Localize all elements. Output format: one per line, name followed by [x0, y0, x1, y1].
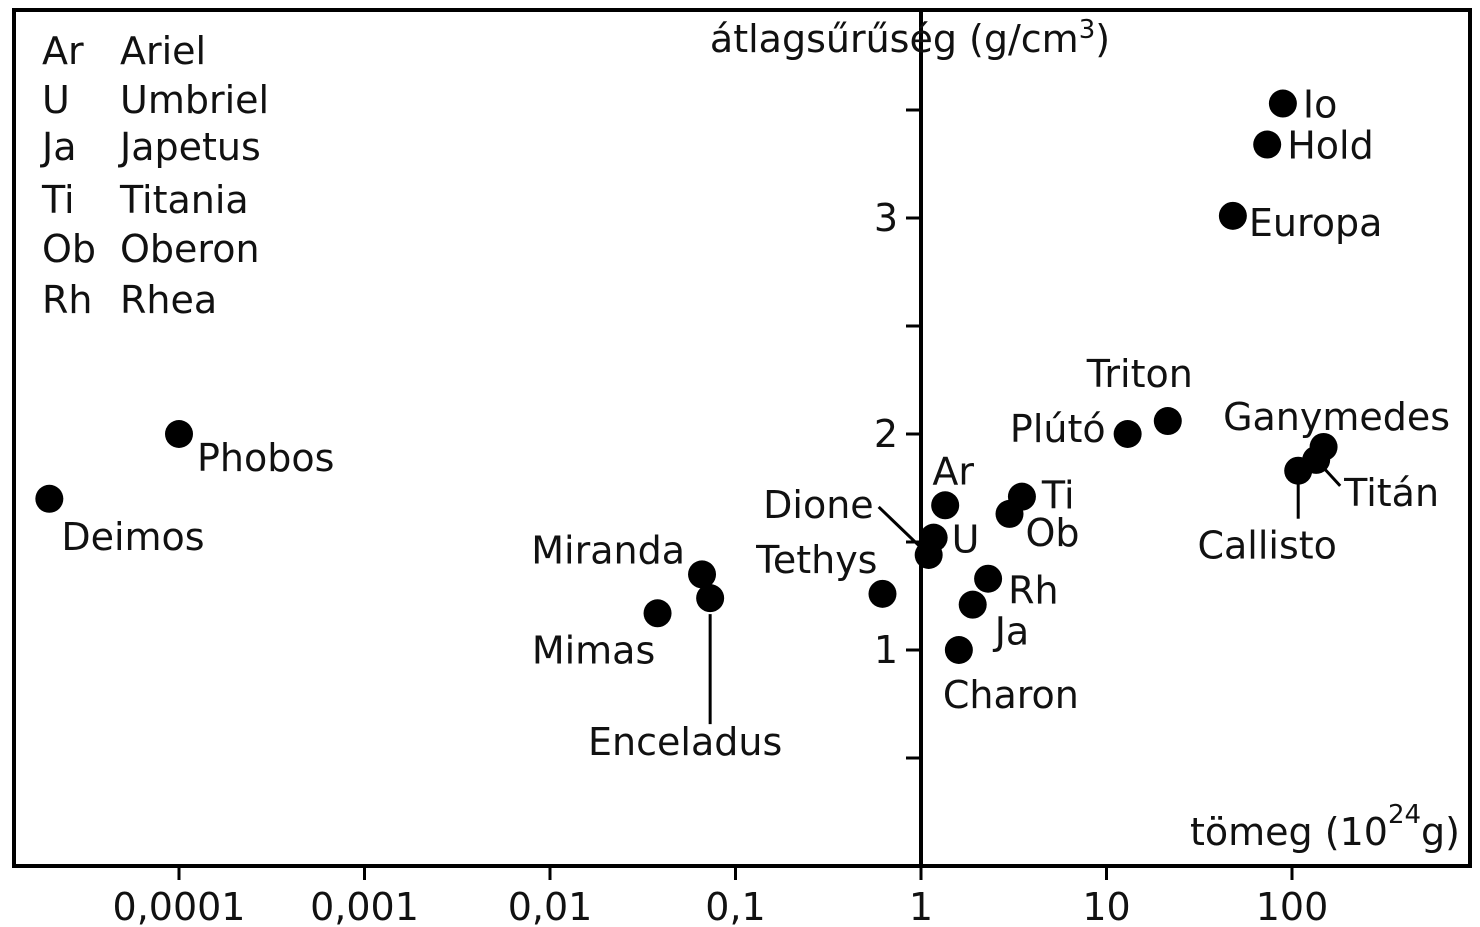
point-charon [944, 636, 973, 664]
label-dione: Dione [763, 483, 874, 527]
legend-name: Titania [119, 178, 249, 222]
label-japetus: Ja [993, 610, 1029, 654]
point-triton [1153, 407, 1182, 436]
point-io [1268, 89, 1297, 118]
x-tick-label: 1 [909, 885, 933, 927]
label-charon: Charon [943, 673, 1079, 717]
x-axis-ticks: 0,0001 0,001 0,01 0,1 1 10 100 [113, 866, 1329, 927]
label-umbriel: U [952, 518, 980, 562]
point-dione [914, 540, 943, 569]
label-enceladus: Enceladus [588, 720, 782, 764]
x-tick-label: 10 [1082, 885, 1130, 927]
label-io: Io [1303, 83, 1337, 127]
label-pluto: Plútó [1010, 407, 1106, 451]
label-titania: Ti [1041, 474, 1075, 518]
x-tick-label: 0,001 [310, 885, 419, 927]
label-ganymedes: Ganymedes [1223, 395, 1450, 439]
legend-name: Oberon [120, 227, 260, 271]
point-phobos [165, 420, 193, 448]
point-tethys [868, 579, 897, 608]
x-axis-label-exp: 24 [1388, 800, 1421, 830]
point-hold [1253, 130, 1282, 159]
label-tethys: Tethys [755, 538, 877, 582]
label-titan: Titán [1343, 471, 1439, 515]
label-callisto: Callisto [1197, 524, 1336, 568]
x-tick-label: 0,0001 [113, 885, 246, 927]
point-mimas [643, 599, 672, 628]
label-phobos: Phobos [197, 436, 334, 480]
data-points [35, 89, 1338, 664]
legend-name: Rhea [120, 278, 217, 322]
legend: Ar Ariel U Umbriel Ja Japetus Ti Titania… [40, 29, 269, 322]
legend-name: Ariel [120, 29, 206, 73]
y-axis-label-exp: 3 [1079, 15, 1096, 45]
legend-name: Umbriel [120, 78, 269, 122]
y-axis-label-main: átlagsűrűség (g/cm [710, 17, 1079, 61]
point-japetus [958, 590, 987, 619]
point-enceladus [696, 584, 725, 613]
x-axis-label-main: tömeg (10 [1190, 810, 1388, 854]
legend-abbr: Ar [42, 29, 84, 73]
legend-name: Japetus [118, 125, 261, 169]
y-tick-label: 3 [874, 196, 898, 240]
label-deimos: Deimos [61, 515, 204, 559]
legend-abbr: U [42, 78, 70, 122]
x-axis-label: tömeg (1024g) [1190, 800, 1460, 854]
point-callisto [1284, 456, 1313, 485]
label-ariel: Ar [932, 449, 974, 493]
point-pluto [1113, 420, 1142, 448]
x-tick-label: 0,01 [508, 885, 593, 927]
label-europa: Europa [1249, 201, 1383, 245]
legend-abbr: Ob [42, 227, 96, 271]
label-mimas: Mimas [532, 628, 655, 672]
y-tick-label: 2 [874, 412, 898, 456]
legend-abbr: Ti [41, 178, 75, 222]
y-axis-label-unit: ) [1095, 17, 1110, 61]
y-axis-ticks: 1 2 3 [874, 108, 921, 760]
label-rhea: Rh [1008, 569, 1059, 613]
label-hold: Hold [1287, 124, 1374, 168]
x-tick-label: 100 [1256, 885, 1329, 927]
label-miranda: Miranda [531, 528, 685, 572]
point-oberon [995, 499, 1024, 528]
label-oberon: Ob [1026, 511, 1080, 555]
point-ariel [931, 491, 960, 520]
point-miranda [688, 560, 717, 589]
plot-frame [12, 8, 1472, 868]
y-axis-label: átlagsűrűség (g/cm3) [710, 15, 1110, 61]
point-europa [1218, 201, 1247, 230]
x-tick-label: 0,1 [705, 885, 765, 927]
point-rhea [974, 564, 1003, 593]
legend-abbr: Ja [40, 125, 77, 169]
y-tick-label: 1 [874, 628, 898, 672]
legend-abbr: Rh [42, 278, 93, 322]
point-deimos [35, 484, 64, 513]
label-triton: Triton [1086, 352, 1193, 396]
x-axis-label-unit: g) [1421, 810, 1460, 854]
